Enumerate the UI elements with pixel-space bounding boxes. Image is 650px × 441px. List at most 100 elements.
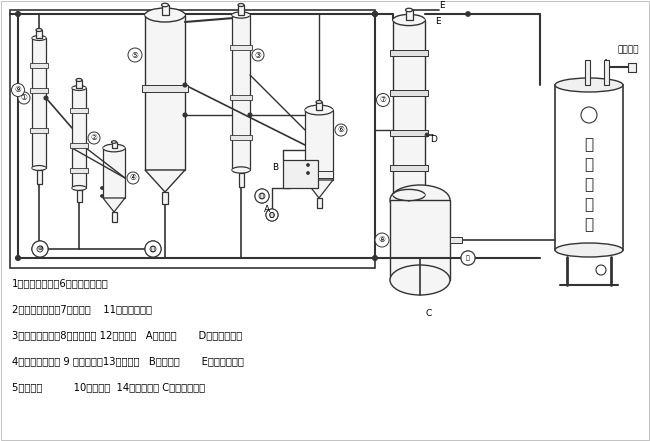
Text: ②: ② [90,134,98,142]
Circle shape [16,255,21,261]
Ellipse shape [393,189,425,201]
Text: B: B [272,164,278,172]
Circle shape [372,11,378,16]
Circle shape [150,246,156,252]
Bar [230,135,252,140]
Ellipse shape [161,3,168,7]
Bar [36,30,42,38]
Ellipse shape [103,144,125,152]
Ellipse shape [76,78,82,82]
Ellipse shape [145,8,185,22]
Bar [70,168,88,173]
Text: 5、结晶器          10、循环泵  14、冷凝水泵 C、冷凝水出口: 5、结晶器 10、循环泵 14、冷凝水泵 C、冷凝水出口 [12,382,205,392]
Text: 真空接口: 真空接口 [617,45,638,55]
Bar [162,192,168,204]
Circle shape [32,241,48,257]
Text: ⑧: ⑧ [378,235,385,244]
Ellipse shape [555,78,623,92]
Text: ⑤: ⑤ [131,51,138,60]
Text: 1、第一效蒸发器6、第三效分离器: 1、第一效蒸发器6、第三效分离器 [12,278,109,288]
Ellipse shape [145,11,185,19]
Bar [70,143,88,148]
Bar [318,171,333,178]
Ellipse shape [305,108,333,112]
Ellipse shape [32,165,46,171]
Text: ④: ④ [129,173,136,183]
Circle shape [127,172,139,184]
Ellipse shape [393,192,425,198]
Circle shape [44,96,48,100]
Text: ⑦: ⑦ [380,96,387,105]
Bar [70,108,88,113]
Polygon shape [103,198,125,212]
Text: ⑪: ⑪ [151,246,155,252]
Ellipse shape [72,86,86,90]
Polygon shape [305,180,333,198]
Ellipse shape [406,8,413,12]
Text: 动: 动 [584,157,593,172]
Text: C: C [425,309,431,318]
Bar [450,237,462,243]
Circle shape [375,233,389,247]
Bar [36,171,42,184]
Text: 2、第二效蒸发器7、冷凝器    11、强制循环泵: 2、第二效蒸发器7、冷凝器 11、强制循环泵 [12,304,152,314]
Text: 器: 器 [584,217,593,232]
Ellipse shape [232,167,250,173]
Bar [390,90,428,96]
Text: 3、第三效蒸发器8、冷凝水罐 12、进料泵   A、进料口       D、冷却水出口: 3、第三效蒸发器8、冷凝水罐 12、进料泵 A、进料口 D、冷却水出口 [12,330,242,340]
Text: A: A [264,206,270,214]
Bar [390,165,428,171]
Bar [72,88,86,188]
Text: 4、第一效分离器 9 生蒸汽进口13、出料泵   B、出料口       E、冷却水进口: 4、第一效分离器 9 生蒸汽进口13、出料泵 B、出料口 E、冷却水进口 [12,356,244,366]
Bar [239,173,244,187]
Ellipse shape [32,167,46,169]
Bar [112,212,116,222]
Circle shape [259,193,265,199]
Bar [238,5,244,15]
Text: E: E [435,18,441,26]
Ellipse shape [393,17,425,23]
Bar [390,50,428,56]
Bar [393,20,425,195]
Circle shape [307,164,309,167]
Text: D: D [430,135,437,145]
Circle shape [266,209,278,221]
Ellipse shape [305,105,333,115]
Circle shape [376,93,389,106]
Circle shape [461,251,475,265]
Bar [390,200,450,280]
Ellipse shape [390,185,450,215]
Bar [316,102,322,110]
Ellipse shape [232,13,250,17]
Text: ⑥: ⑥ [337,126,345,135]
Bar [32,38,46,168]
Circle shape [183,83,187,87]
Text: ③: ③ [255,51,261,60]
Bar [10,10,375,268]
Circle shape [128,48,142,62]
Bar [555,85,623,250]
Bar [585,60,590,85]
Ellipse shape [72,87,86,89]
Bar [145,15,185,170]
Text: E: E [439,1,445,11]
Bar [406,10,413,20]
Ellipse shape [103,146,125,150]
Circle shape [88,132,100,144]
Bar [317,198,322,208]
Ellipse shape [112,141,116,143]
Circle shape [101,187,103,190]
Circle shape [145,241,161,257]
Bar [30,88,48,93]
Bar [30,63,48,68]
Circle shape [425,133,429,137]
Polygon shape [145,170,185,192]
Text: 水: 水 [584,198,593,213]
Bar [76,80,82,88]
Bar [142,85,188,92]
Bar [77,191,81,202]
Ellipse shape [72,187,86,189]
Text: ⑭: ⑭ [466,255,470,261]
Bar [103,148,125,198]
Ellipse shape [32,36,46,41]
